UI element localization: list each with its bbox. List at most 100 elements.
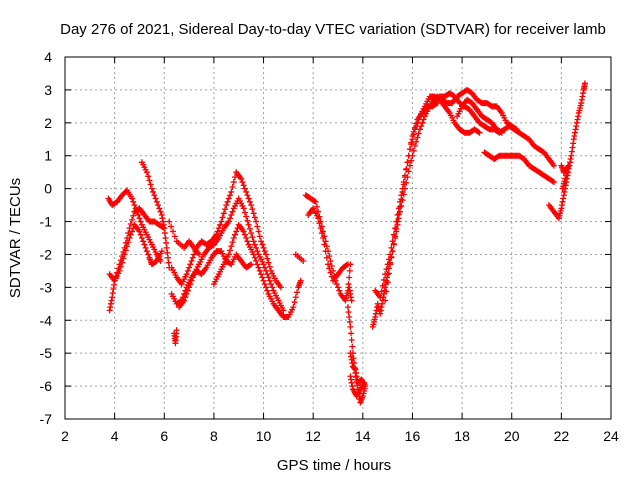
data-point <box>259 274 266 281</box>
data-point <box>316 220 323 227</box>
y-tick-label: -3 <box>40 279 53 295</box>
data-point <box>158 248 165 255</box>
x-tick-label: 22 <box>554 428 570 444</box>
series-arc-p <box>346 284 355 304</box>
data-point <box>124 243 131 250</box>
data-point <box>188 258 195 265</box>
data-point <box>348 297 355 304</box>
data-point <box>173 327 180 334</box>
data-point <box>420 116 427 123</box>
x-tick-labels: 2 4 6 8 10 12 14 16 18 20 22 24 <box>61 428 619 444</box>
series-arc-m <box>305 205 351 284</box>
data-point <box>389 248 396 255</box>
data-point <box>145 173 152 180</box>
data-point <box>254 223 261 230</box>
data-point <box>291 299 298 306</box>
data-point <box>243 235 250 241</box>
data-point <box>416 126 423 133</box>
x-tick-label: 24 <box>603 428 619 444</box>
y-tick-label: 4 <box>44 49 52 65</box>
data-point <box>249 206 256 213</box>
data-point <box>379 282 386 289</box>
data-point <box>384 279 391 286</box>
data-point <box>559 185 566 192</box>
data-point <box>245 195 252 202</box>
chart-title: Day 276 of 2021, Sidereal Day-to-day VTE… <box>60 21 606 38</box>
data-point <box>227 192 234 199</box>
x-tick-label: 18 <box>454 428 470 444</box>
data-point <box>348 337 355 344</box>
data-point <box>129 216 136 223</box>
data-point <box>292 294 299 301</box>
x-tick-label: 16 <box>405 428 421 444</box>
data-point <box>244 238 251 245</box>
data-point <box>246 198 253 205</box>
data-point <box>239 179 246 186</box>
data-point <box>186 264 193 271</box>
data-point <box>241 231 248 238</box>
data-point <box>181 297 188 304</box>
series-arc-v <box>481 149 557 186</box>
data-point <box>405 168 412 175</box>
data-point <box>183 290 190 297</box>
data-point <box>224 198 231 205</box>
data-point <box>137 218 144 225</box>
data-point <box>318 230 325 237</box>
data-point <box>392 225 399 232</box>
data-point <box>346 267 353 274</box>
data-point <box>184 287 191 294</box>
data-point <box>498 129 505 136</box>
series-arc-k <box>292 251 307 265</box>
data-point <box>563 169 570 176</box>
data-point <box>327 269 334 276</box>
data-point <box>513 126 520 133</box>
data-point <box>387 261 394 268</box>
data-point <box>404 159 411 166</box>
data-point <box>230 235 237 241</box>
ticks-layer <box>64 56 612 420</box>
y-tick-label: -5 <box>40 345 53 361</box>
data-point <box>258 238 265 245</box>
data-point <box>131 202 138 209</box>
data-point <box>243 213 250 220</box>
data-point <box>246 225 253 232</box>
x-tick-label: 12 <box>305 428 321 444</box>
data-point <box>228 243 235 250</box>
data-point <box>253 244 260 251</box>
data-point <box>313 203 320 210</box>
data-point <box>189 254 196 261</box>
data-point <box>259 241 266 248</box>
data-point <box>408 141 415 148</box>
data-point <box>256 233 263 240</box>
data-point <box>404 174 411 181</box>
data-point <box>322 238 329 245</box>
data-point <box>142 244 149 251</box>
data-point <box>419 119 426 126</box>
data-point <box>147 181 154 188</box>
data-point <box>187 281 194 288</box>
data-point <box>406 146 413 153</box>
data-point <box>182 294 189 301</box>
data-point <box>398 202 405 209</box>
data-point <box>382 271 389 278</box>
data-point <box>129 195 136 202</box>
x-tick-label: 8 <box>210 428 218 444</box>
data-point <box>156 205 163 212</box>
data-point <box>120 255 127 262</box>
y-axis-title: SDTVAR / TECUs <box>7 178 24 298</box>
data-point <box>395 215 402 222</box>
data-point <box>117 263 124 270</box>
series-arc-e <box>168 248 255 307</box>
data-point <box>187 261 194 268</box>
series-arc-u <box>454 96 505 136</box>
data-point <box>169 228 176 235</box>
data-point <box>229 239 236 246</box>
data-point <box>129 228 136 235</box>
data-point <box>255 264 262 271</box>
data-point <box>322 248 329 255</box>
data-point <box>230 179 237 186</box>
y-tick-label: -6 <box>40 378 53 394</box>
y-tick-labels: -7 -6 -5 -4 -3 -2 -1 0 1 2 3 4 <box>40 49 53 427</box>
data-point <box>333 281 340 288</box>
data-point <box>387 251 394 258</box>
